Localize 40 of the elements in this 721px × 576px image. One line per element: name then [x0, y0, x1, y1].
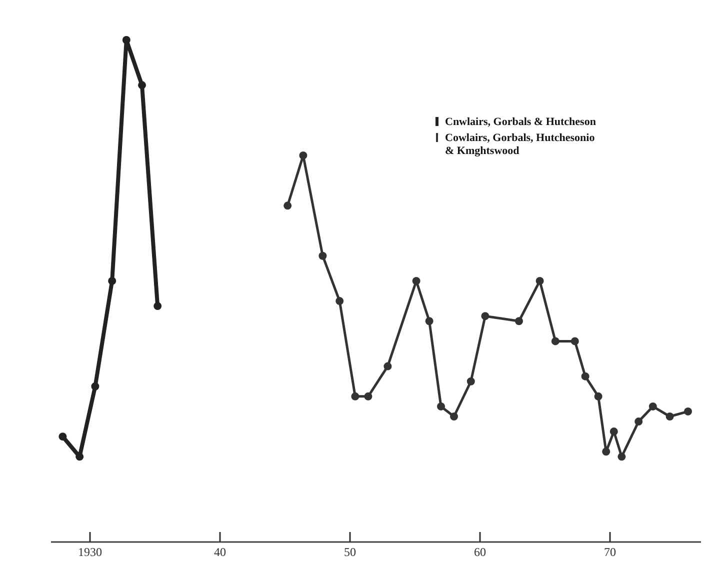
point [384, 362, 392, 370]
point [536, 276, 544, 285]
point [581, 372, 590, 380]
point [551, 337, 560, 346]
x-tick-label: 60 [474, 545, 486, 559]
point [618, 452, 626, 461]
legend-label: Cowlairs, Gorbals, Hutchesonio & Kmghtswood [445, 132, 596, 157]
point [594, 392, 602, 400]
legend-label: Cnwlairs, Gorbals & Hutcheson [445, 116, 596, 128]
point [481, 312, 490, 320]
x-tick-label: 1930 [78, 545, 102, 559]
point [412, 276, 420, 285]
point [154, 302, 162, 310]
point [684, 407, 692, 416]
point [336, 297, 344, 306]
point [466, 377, 475, 386]
x-tick-label: 40 [214, 545, 226, 559]
point [602, 448, 610, 456]
x-tick-label: 50 [344, 545, 356, 559]
point [610, 428, 618, 436]
point [299, 151, 308, 160]
point [364, 392, 372, 400]
point [318, 252, 327, 260]
point [515, 317, 523, 326]
point [108, 276, 116, 285]
point [437, 402, 445, 410]
point [570, 337, 579, 346]
point [634, 418, 643, 426]
point [91, 382, 100, 390]
point [122, 36, 130, 44]
x-tick-label: 70 [604, 545, 616, 559]
point [351, 392, 360, 400]
point [666, 412, 674, 420]
point [648, 402, 657, 410]
point [450, 412, 458, 420]
point [58, 432, 67, 441]
point [425, 317, 434, 326]
point [284, 202, 292, 210]
point [138, 81, 146, 90]
point [76, 452, 84, 461]
